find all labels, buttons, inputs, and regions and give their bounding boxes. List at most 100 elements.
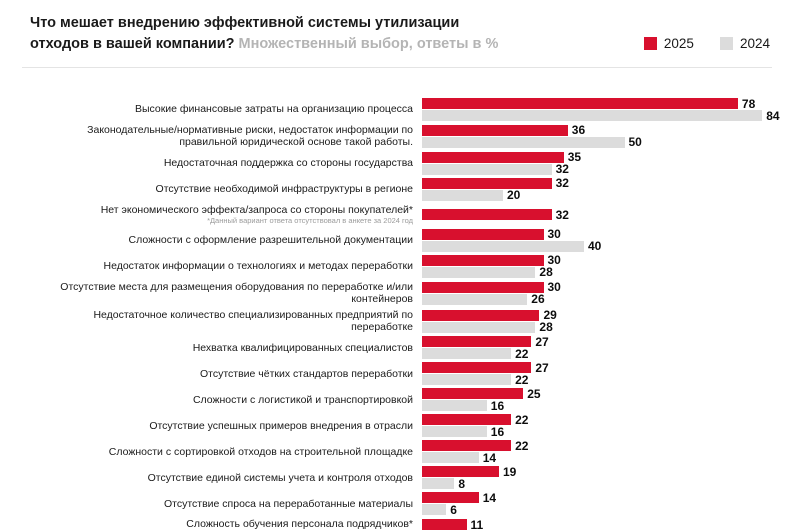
legend-swatch-2025: [643, 37, 657, 50]
bar-value-2024: 26: [531, 292, 545, 307]
category-label-cell: Отсутствие спроса на переработанные мате…: [30, 498, 422, 510]
legend-item-2024: 2024: [719, 36, 770, 51]
bar-2025: [422, 414, 512, 426]
category-label-cell: Недостаточное количество специализирован…: [30, 309, 422, 334]
chart-row: Недостаточное количество специализирован…: [30, 308, 800, 334]
category-label: Отсутствие чётких стандартов переработки: [199, 367, 413, 380]
category-label-cell: Сложности с оформление разрешительной до…: [30, 234, 422, 246]
bar-value-2024: 50: [628, 135, 642, 150]
category-label: Отсутствие успешных примеров внедрения в…: [149, 419, 413, 432]
bar-line-2024: 28: [422, 320, 800, 334]
category-bars: 35 32: [422, 150, 800, 176]
chart-row: Отсутствие спроса на переработанные мате…: [30, 490, 800, 517]
legend-label-2024: 2024: [739, 36, 770, 51]
bar-value-2025: 29: [543, 308, 557, 323]
chart-row: Сложности с оформление разрешительной до…: [30, 227, 800, 253]
chart-row: Недостаток информации о технологиях и ме…: [30, 253, 800, 280]
category-label-cell: Законодательные/нормативные риски, недос…: [30, 124, 422, 149]
bar-line-2025: 32: [422, 176, 800, 190]
category-label: Недостаточное количество специализирован…: [93, 308, 413, 334]
bar-line-2025: 35: [422, 150, 800, 164]
category-label: Сложности с логистикой и транспортировко…: [192, 393, 413, 406]
bar-2024: [422, 452, 479, 464]
bar-value-2025: 25: [527, 386, 541, 401]
bar-2025: [422, 281, 544, 293]
category-label-cell: Отсутствие единой системы учета и контро…: [30, 472, 422, 484]
chart-row: Отсутствие единой системы учета и контро…: [30, 465, 800, 491]
bar-line-2025: 14: [422, 490, 800, 505]
bar-value-2025: 30: [547, 253, 561, 268]
bar-2025: [422, 362, 532, 374]
bar-line-2024: 14: [422, 450, 800, 465]
chart-subtitle: Множественный выбор, ответы в %: [238, 36, 499, 52]
bar-value-2025: 27: [535, 360, 549, 375]
chart-row: Законодательные/нормативные риски, недос…: [30, 123, 800, 150]
bar-line-2025: 32: [422, 207, 800, 222]
bar-value-2025: 14: [482, 490, 497, 505]
bar-line-2024: 6: [422, 503, 800, 517]
chart-row: Нет экономического эффекта/запроса со ст…: [30, 204, 800, 226]
bar-2025: [422, 388, 524, 400]
category-label: Нехватка квалифицированных специалистов: [192, 341, 413, 354]
category-label: Недостаток информации о технологиях и ме…: [103, 260, 414, 273]
category-bars: 30 28: [422, 253, 800, 280]
bar-2025: [422, 177, 552, 189]
bar-2024: [422, 163, 552, 175]
bar-line-2024: 22: [422, 347, 800, 361]
chart-header: Что мешает внедрению эффективной системы…: [0, 0, 800, 55]
bar-2024: [422, 348, 512, 360]
bar-2025: [422, 151, 564, 163]
legend-label-2025: 2025: [663, 36, 694, 51]
bar-2025: [422, 336, 532, 348]
category-bars: 14 6: [422, 490, 800, 517]
chart-row: Недостаточная поддержка со стороны госуд…: [30, 150, 800, 176]
bar-line-2024: 50: [422, 135, 800, 150]
bar-value-2024: 28: [539, 265, 553, 280]
bar-2024: [422, 266, 536, 278]
bar-2025: [422, 466, 499, 478]
chart-title-line1: Что мешает внедрению эффективной системы…: [30, 15, 460, 31]
legend: 2025 2024: [643, 36, 770, 51]
bar-2024: [422, 400, 487, 412]
bar-line-2025: 30: [422, 253, 800, 268]
chart-row: Отсутствие необходимой инфраструктуры в …: [30, 176, 800, 202]
bar-2025: [422, 492, 479, 504]
category-bars: 30 40: [422, 227, 800, 253]
bar-line-2025: 30: [422, 280, 800, 294]
category-label: Сложности с сортировкой отходов на строи…: [108, 445, 413, 458]
bar-2025: [422, 228, 544, 240]
chart-row: Отсутствие чётких стандартов переработки…: [30, 360, 800, 387]
category-label: Отсутствие места для размещения оборудов…: [60, 280, 413, 306]
category-label-cell: Недостаточная поддержка со стороны госуд…: [30, 157, 422, 169]
bar-line-2024: 26: [422, 292, 800, 307]
bar-2025: [422, 209, 552, 221]
bar-line-2025: 78: [422, 97, 800, 111]
category-label-cell: Нехватка квалифицированных специалистов: [30, 342, 422, 354]
bar-2024: [422, 504, 447, 516]
category-bars: 78 84: [422, 97, 800, 123]
category-label: Отсутствие единой системы учета и контро…: [147, 471, 413, 484]
chart-row: Нехватка квалифицированных специалистов …: [30, 335, 800, 361]
bar-2024: [422, 426, 487, 438]
bar-value-2024: 14: [482, 450, 497, 465]
chart-row: Сложности с сортировкой отходов на строи…: [30, 438, 800, 465]
legend-item-2025: 2025: [643, 36, 694, 51]
category-bars: 11: [422, 518, 800, 532]
category-label-cell: Недостаток информации о технологиях и ме…: [30, 260, 422, 272]
category-bars: 30 26: [422, 280, 800, 307]
category-footnote: *Данный вариант ответа отсутствовал в ан…: [207, 216, 413, 226]
bar-value-2025: 22: [515, 438, 529, 453]
chart-title-line2: отходов в вашей компании? Множественный …: [30, 34, 772, 55]
bar-2024: [422, 136, 625, 148]
bar-value-2024: 8: [458, 476, 466, 491]
bar-line-2024: 16: [422, 399, 800, 413]
bar-2025: [422, 98, 738, 109]
bar-value-2025: 32: [555, 207, 569, 222]
chart-row: Высокие финансовые затраты на организаци…: [30, 97, 800, 123]
chart-title: Что мешает внедрению эффективной системы…: [30, 13, 772, 55]
bar-line-2025: 27: [422, 360, 800, 375]
bar-2024: [422, 478, 455, 490]
category-bars: 27 22: [422, 335, 800, 361]
header-divider: [22, 67, 772, 68]
